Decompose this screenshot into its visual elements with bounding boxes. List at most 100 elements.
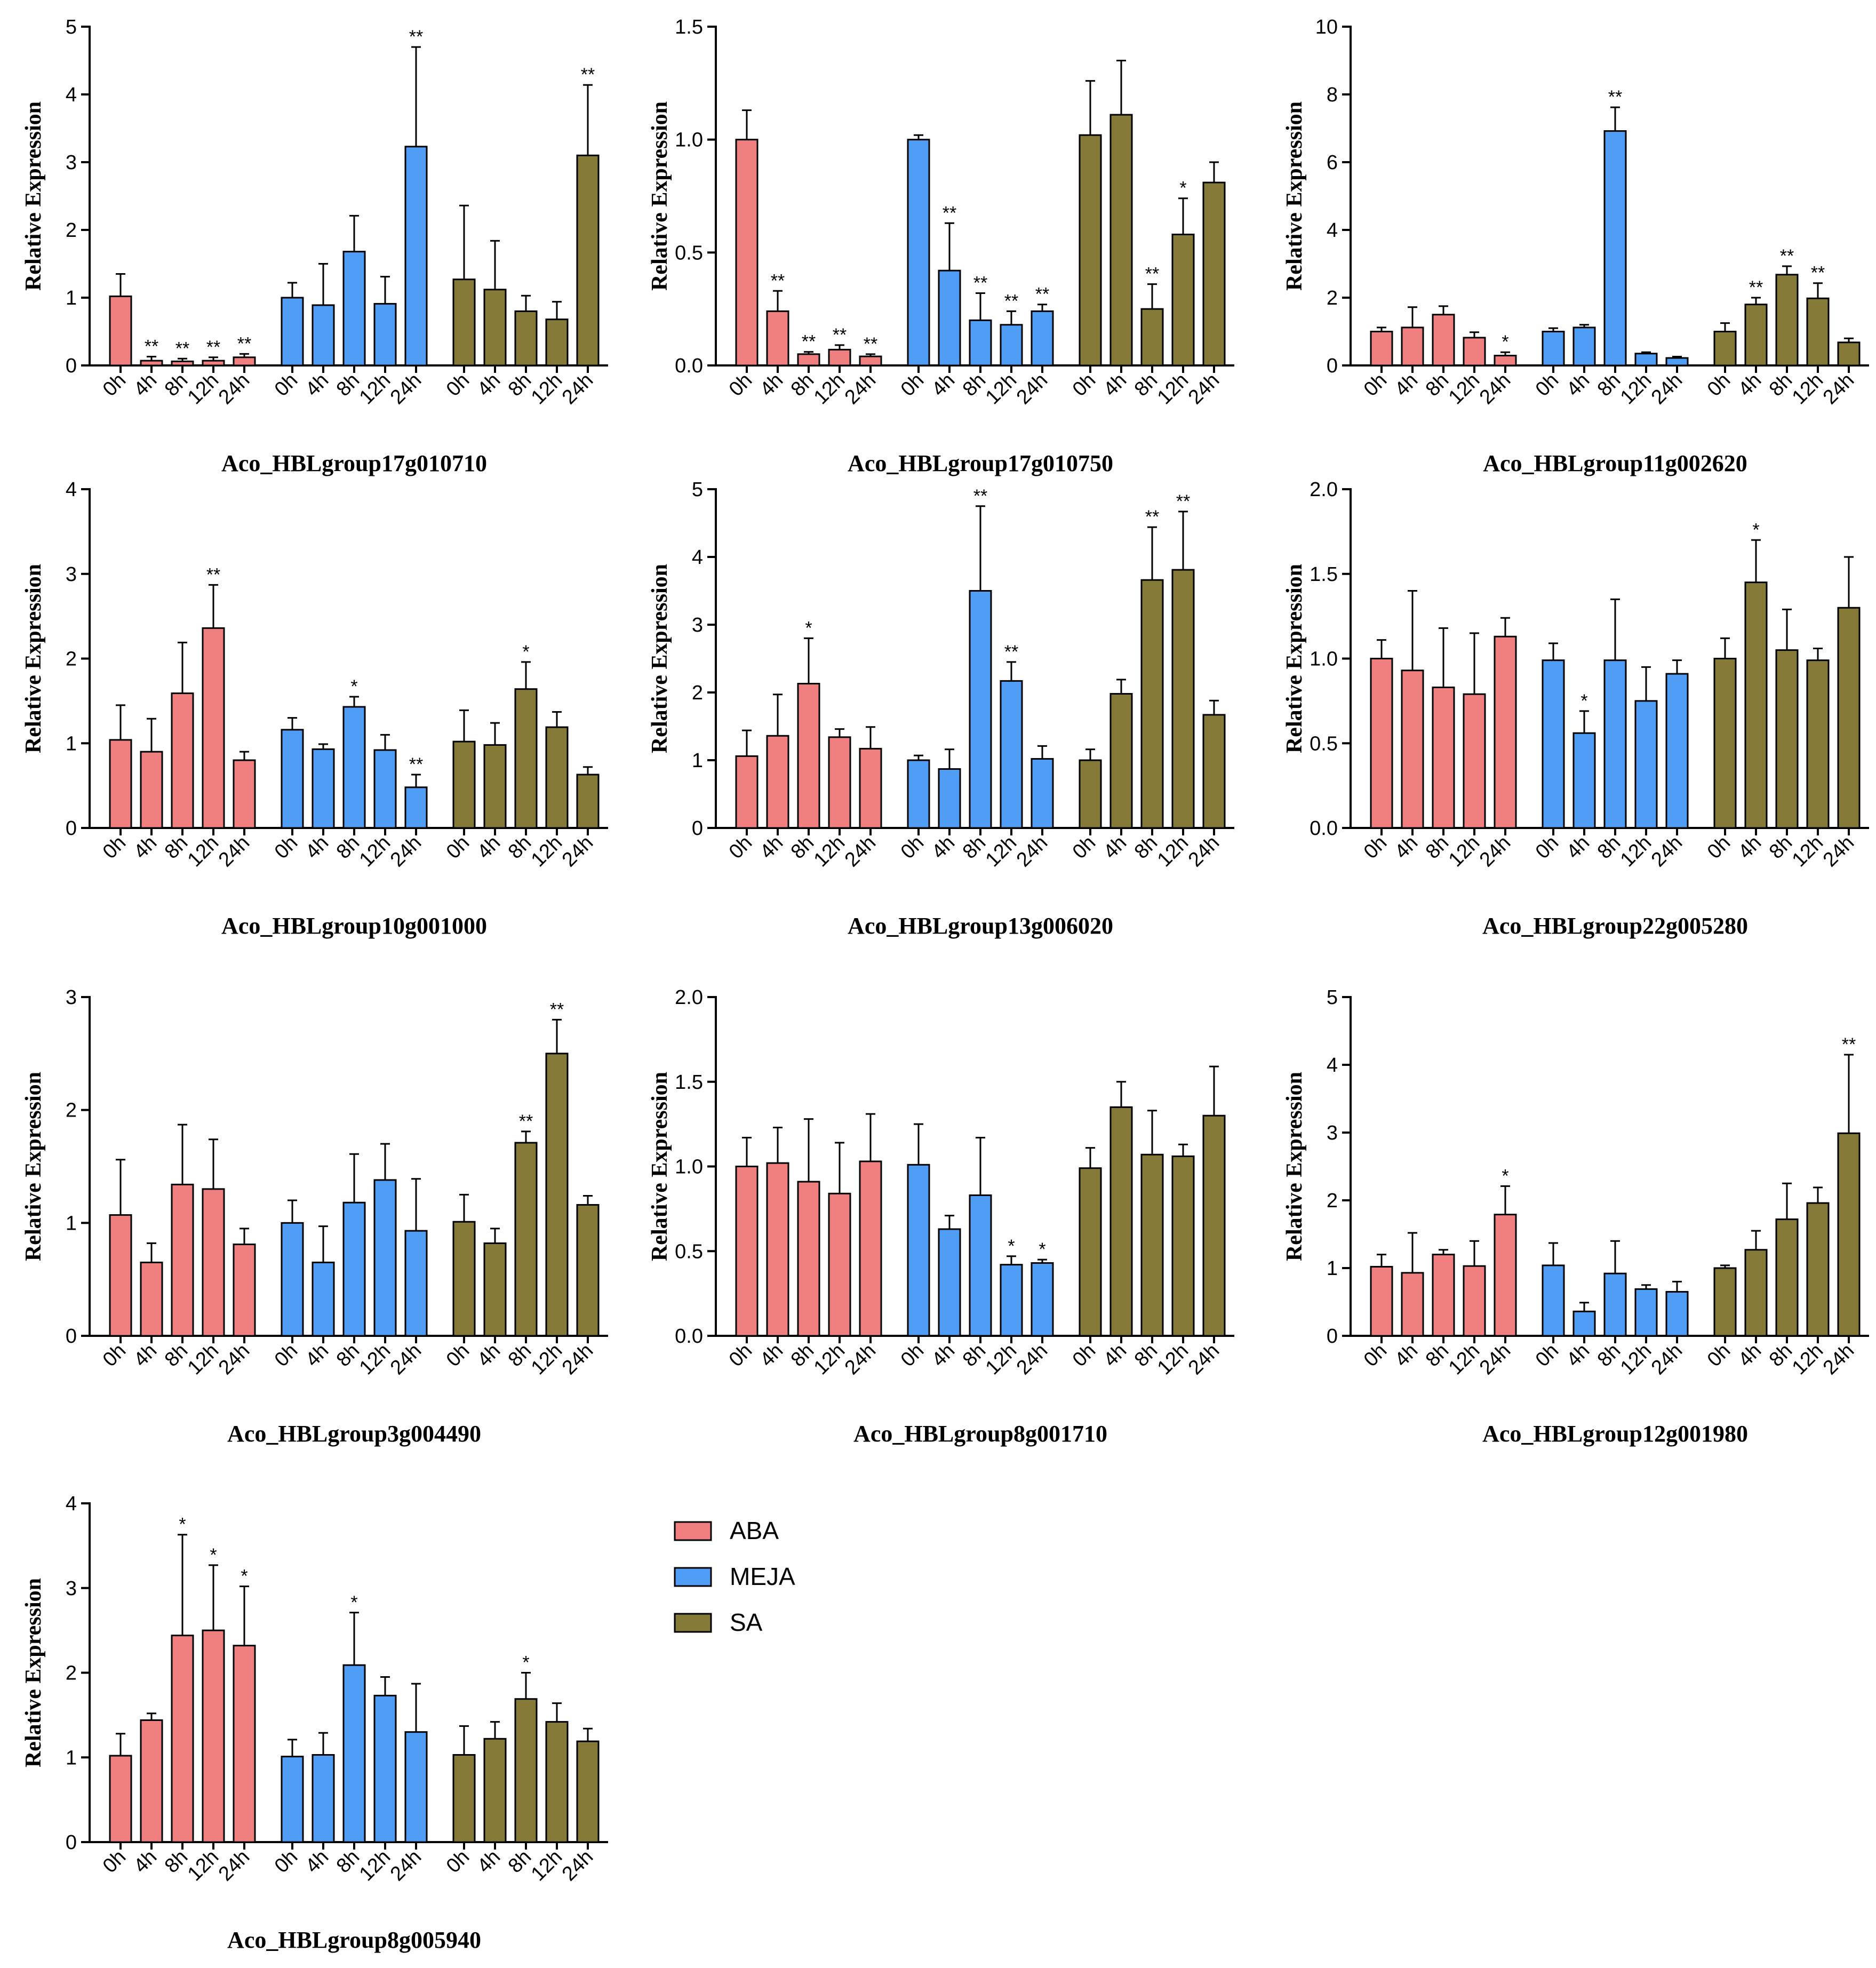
significance-mark: **	[802, 332, 816, 352]
x-tick-label: 12h	[183, 369, 223, 409]
x-tick-label: 4h	[928, 1340, 960, 1372]
y-tick-label: 0	[66, 355, 77, 377]
y-tick-label: 1.0	[675, 129, 703, 152]
bar-sa-12h	[1171, 569, 1195, 829]
bar-sa-8h	[514, 1698, 538, 1843]
y-tick-label: 0	[1327, 355, 1338, 377]
bar-meja-12h	[1000, 324, 1023, 366]
x-tick-label: 12h	[1153, 1340, 1193, 1380]
chart-title: Aco_HBLgroup13g006020	[848, 913, 1113, 939]
y-tick-label: 0.5	[675, 1240, 703, 1263]
x-tick-label: 24h	[386, 369, 426, 409]
x-tick-label: 12h	[527, 369, 567, 409]
y-tick-label: 5	[66, 16, 77, 38]
x-tick-label: 0h	[1068, 1340, 1100, 1372]
chart-title: Aco_HBLgroup3g004490	[227, 1421, 481, 1447]
x-tick-label: 4h	[130, 369, 162, 401]
bar-sa-4h	[483, 289, 507, 366]
x-tick-label: 4h	[1099, 369, 1131, 401]
x-tick-label: 12h	[981, 832, 1021, 872]
x-tick-label: 0h	[270, 1846, 302, 1878]
y-tick-label: 10	[1315, 16, 1338, 38]
x-tick-label: 12h	[183, 832, 223, 872]
bar-aba-4h	[766, 310, 789, 366]
bar-meja-4h	[1572, 732, 1596, 829]
significance-mark: **	[1004, 642, 1018, 662]
x-tick-label: 0h	[1531, 1340, 1563, 1372]
significance-mark: *	[1580, 691, 1587, 711]
x-tick-label: 0h	[270, 832, 302, 864]
x-tick-label: 12h	[1788, 832, 1828, 872]
significance-mark: **	[943, 203, 956, 223]
significance-mark: *	[1008, 1236, 1015, 1256]
bar-sa-12h	[1806, 659, 1830, 829]
x-tick-label: 24h	[386, 1846, 426, 1886]
x-tick-label: 12h	[527, 832, 567, 872]
bar-meja-8h	[1603, 659, 1627, 829]
chart-title: Aco_HBLgroup17g010750	[848, 450, 1113, 476]
bar-meja-4h	[938, 1228, 961, 1337]
bar-aba-12h	[202, 627, 225, 829]
x-tick-label: 0h	[442, 369, 474, 401]
x-tick-label: 12h	[183, 1340, 223, 1380]
x-tick-label: 0h	[99, 369, 131, 401]
bar-aba-12h	[828, 1192, 851, 1337]
bar-aba-12h	[202, 1188, 225, 1337]
bar-meja-0h	[1542, 1264, 1565, 1337]
y-tick-label: 0	[66, 817, 77, 840]
x-tick-label: 12h	[1616, 1340, 1656, 1380]
bar-sa-0h	[1079, 134, 1102, 366]
y-tick-label: 2.0	[1310, 479, 1338, 501]
bar-meja-4h	[1572, 1310, 1596, 1337]
bar-aba-4h	[140, 1261, 163, 1337]
x-tick-label: 24h	[1475, 1340, 1515, 1380]
x-tick-label: 0h	[270, 369, 302, 401]
bar-aba-8h	[797, 682, 820, 829]
chart-title: Aco_HBLgroup11g002620	[1483, 450, 1747, 476]
x-tick-label: 24h	[1647, 369, 1687, 409]
x-tick-label: 4h	[1099, 1340, 1131, 1372]
y-tick-label: 0.0	[675, 1325, 703, 1348]
bar-aba-4h	[1401, 1272, 1424, 1337]
y-tick-label: 3	[66, 1577, 77, 1600]
x-tick-label: 0h	[442, 1846, 474, 1878]
x-tick-label: 4h	[1391, 369, 1423, 401]
y-tick-label: 1.0	[1310, 648, 1338, 671]
x-tick-label: 0h	[1360, 832, 1392, 864]
x-tick-label: 0h	[1531, 832, 1563, 864]
bar-meja-4h	[938, 768, 961, 829]
significance-mark: *	[1752, 520, 1759, 540]
bar-aba-8h	[171, 692, 194, 829]
y-tick-label: 0.0	[675, 355, 703, 377]
bar-meja-4h	[312, 748, 335, 829]
x-tick-label: 24h	[214, 832, 254, 872]
x-tick-label: 12h	[527, 1846, 567, 1886]
legend-swatch-aba	[674, 1521, 712, 1541]
bar-sa-12h	[545, 726, 569, 829]
bar-aba-4h	[140, 751, 163, 829]
bar-meja-24h	[1665, 673, 1689, 829]
x-tick-label: 4h	[756, 369, 788, 401]
legend-label-meja: MEJA	[730, 1563, 795, 1590]
x-tick-label: 0h	[1068, 369, 1100, 401]
x-tick-label: 4h	[473, 1340, 505, 1372]
x-tick-label: 0h	[99, 1340, 131, 1372]
y-tick-label: 0.0	[1310, 817, 1338, 840]
x-tick-label: 4h	[1562, 369, 1594, 401]
bar-sa-24h	[576, 1204, 600, 1337]
x-tick-label: 24h	[1647, 1340, 1687, 1380]
significance-mark: **	[581, 65, 595, 85]
x-tick-label: 24h	[214, 1340, 254, 1380]
bar-sa-4h	[1109, 114, 1133, 366]
significance-mark: *	[350, 676, 357, 697]
bar-meja-8h	[1603, 130, 1627, 366]
x-tick-label: 0h	[1703, 832, 1735, 864]
bar-meja-8h	[342, 1201, 366, 1337]
x-tick-label: 12h	[355, 1340, 395, 1380]
x-tick-label: 24h	[1475, 832, 1515, 872]
x-tick-label: 12h	[1788, 1340, 1828, 1380]
